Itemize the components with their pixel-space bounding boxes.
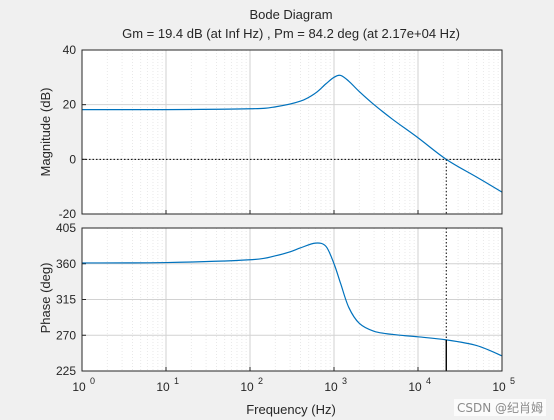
x-tick-exponent: 3: [342, 376, 347, 386]
watermark: CSDN @纪肖姆: [453, 399, 546, 416]
x-tick-label: 10: [240, 380, 254, 394]
x-tick-label: 10: [492, 380, 506, 394]
x-tick-label: 10: [408, 380, 422, 394]
x-tick-exponent: 4: [426, 376, 431, 386]
magnitude-y-tick-label: 20: [63, 98, 77, 112]
magnitude-plot-area: [82, 50, 502, 214]
magnitude-frame: [81, 49, 503, 215]
x-tick-label: 10: [324, 380, 338, 394]
x-tick-exponent: 0: [90, 376, 95, 386]
x-axis-label: Frequency (Hz): [246, 402, 336, 417]
magnitude-y-tick-label: 40: [63, 43, 77, 57]
magnitude-y-tick-label: -20: [59, 207, 77, 221]
phase-y-tick-label: 315: [56, 293, 76, 307]
magnitude-panel: -20 0 20 40: [59, 43, 503, 221]
chart-subtitle: Gm = 19.4 dB (at Inf Hz) , Pm = 84.2 deg…: [122, 26, 460, 41]
magnitude-axis-label: Magnitude (dB): [38, 88, 53, 177]
phase-axis-label: Phase (deg): [38, 263, 53, 334]
x-tick-label: 10: [156, 380, 170, 394]
magnitude-y-tick-label: 0: [69, 152, 76, 166]
magnitude-curve: [81, 74, 503, 193]
chart-title: Bode Diagram: [249, 7, 332, 22]
phase-y-tick-label: 360: [56, 257, 76, 271]
x-tick-exponent: 1: [174, 376, 179, 386]
phase-panel: 225 270 315 360 405: [56, 221, 503, 378]
x-tick-labels: 10 0 10 1 10 2 10 3 10 4 10 5: [72, 376, 515, 394]
phase-curve: [81, 242, 503, 357]
phase-y-tick-label: 225: [56, 364, 76, 378]
phase-y-tick-label: 405: [56, 221, 76, 235]
x-tick-exponent: 2: [258, 376, 263, 386]
x-tick-exponent: 5: [510, 376, 515, 386]
phase-y-tick-label: 270: [56, 328, 76, 342]
x-tick-label: 10: [72, 380, 86, 394]
phase-frame: [81, 227, 503, 372]
